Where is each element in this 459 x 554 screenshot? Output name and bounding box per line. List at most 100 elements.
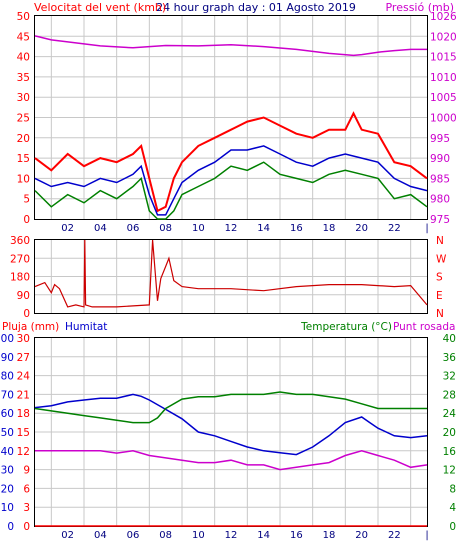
y-tick-label: 1015 [430, 52, 457, 64]
y-tick-label: 16 [443, 446, 457, 458]
y-tick-label: 9 [23, 465, 30, 477]
x-tick-label: 12 [225, 530, 238, 541]
y-tick-label: 10 [17, 173, 30, 185]
rain-y-ticks: 0 3 6 9 12 15 18 21 24 27 30 [17, 333, 31, 533]
humidity-y-ticks: 0 10 20 30 40 50 60 70 80 90 100 [0, 333, 14, 533]
y-tick-label: 995 [430, 133, 450, 145]
x-tick-label: 14 [257, 530, 270, 541]
temperature-axis-title: Temperatura (°C) [300, 321, 392, 333]
y-tick-label: 4 [449, 502, 456, 514]
y-tick-label: 32 [443, 371, 456, 383]
y-tick-label: 0 [23, 521, 30, 533]
series-line-vent-mitj- [34, 145, 428, 216]
rain-axis-title: Pluja (mm) [2, 321, 59, 333]
x-tick-label: 02 [61, 223, 74, 234]
x-tick-label: 06 [127, 530, 140, 541]
pressure-axis-title: Pressió (mb) [385, 1, 454, 14]
y-tick-label: 8 [449, 483, 456, 495]
x-tick-label: 16 [290, 223, 303, 234]
y-tick-label: 10 [1, 502, 14, 514]
y-tick-label: 0 [7, 521, 14, 533]
series-line-pressi- [34, 35, 427, 57]
y-tick-label: 985 [430, 173, 450, 185]
y-tick-label: 25 [17, 113, 30, 125]
y-tick-label: 21 [17, 389, 30, 401]
y-tick-label: 80 [1, 371, 14, 383]
y-tick-label: 20 [17, 133, 30, 145]
x-tick-label: 22 [388, 530, 401, 541]
x-tick-label: 02 [61, 530, 74, 541]
y-tick-label: 18 [17, 408, 30, 420]
x-tick-label: 04 [94, 223, 107, 234]
y-tick-label: 0 [23, 308, 30, 320]
series-line-temperatura [34, 391, 427, 424]
chart-title: 24 hour graph day : 01 Agosto 2019 [156, 1, 356, 14]
x-tick-label: 20 [355, 223, 368, 234]
series-lines [34, 35, 428, 220]
series-line-vent-m-nim [34, 161, 428, 220]
y-tick-label: 30 [17, 92, 30, 104]
y-tick-label: 15 [17, 153, 30, 165]
y-tick-label: 270 [10, 253, 30, 265]
x-tick-label: 06 [127, 223, 140, 234]
y-tick-label: 1005 [430, 92, 457, 104]
y-tick-label: 40 [443, 333, 456, 345]
series-line-humitat [34, 393, 428, 456]
y-tick-label: E [436, 290, 443, 302]
series-line-punt-rosada [35, 450, 428, 471]
degree-y-ticks: 0 90 180 270 360 [10, 235, 30, 320]
y-tick-label: 12 [443, 465, 456, 477]
y-tick-label: 45 [17, 31, 30, 43]
y-tick-label: 30 [1, 465, 14, 477]
y-tick-label: 100 [0, 333, 14, 345]
y-tick-label: 24 [443, 408, 457, 420]
gridlines [35, 338, 427, 526]
series-lines [34, 239, 428, 308]
y-tick-label: 15 [17, 427, 30, 439]
x-tick-label: 22 [388, 223, 401, 234]
y-tick-label: W [436, 253, 447, 265]
y-tick-label: S [436, 272, 443, 284]
x-tick-label: 10 [192, 223, 205, 234]
y-tick-label: 6 [23, 483, 30, 495]
x-tick-label: 12 [225, 223, 238, 234]
y-tick-label: N [436, 308, 444, 320]
y-tick-label: 30 [17, 333, 30, 345]
temperature-y-ticks: 0 4 8 12 16 20 24 28 32 36 40 [443, 333, 457, 533]
y-tick-label: 50 [1, 427, 14, 439]
x-tick-label: 14 [257, 223, 270, 234]
y-tick-label: 0 [449, 521, 456, 533]
series-line-direcci- [34, 239, 428, 308]
y-tick-label: 36 [443, 352, 457, 364]
y-tick-label: 50 [17, 11, 30, 23]
y-tick-label: 70 [1, 389, 14, 401]
y-tick-label: 24 [17, 371, 31, 383]
y-tick-label: 975 [430, 214, 450, 226]
x-axis-hour-ticks: 02 04 06 08 10 12 14 16 18 20 22 | [61, 223, 428, 234]
y-tick-label: 3 [23, 502, 30, 514]
x-tick-label: 08 [159, 530, 172, 541]
y-tick-label: 1020 [430, 31, 457, 43]
x-tick-label: 20 [355, 530, 368, 541]
series-line-r-fega [34, 111, 428, 213]
x-tick-label: 18 [323, 223, 336, 234]
y-tick-label: 990 [430, 153, 450, 165]
y-tick-label: 40 [1, 446, 14, 458]
y-tick-label: 60 [1, 408, 14, 420]
x-tick-label: | [425, 530, 428, 541]
wind-y-ticks: 0 5 10 15 20 25 30 35 40 45 50 [17, 11, 30, 226]
x-tick-label: | [425, 223, 428, 234]
x-tick-label: 18 [323, 530, 336, 541]
y-tick-label: 1000 [430, 113, 457, 125]
y-tick-label: N [436, 235, 444, 247]
x-tick-label: 04 [94, 530, 107, 541]
y-tick-label: 35 [17, 72, 30, 84]
y-tick-label: 90 [17, 290, 30, 302]
rain-humidity-temperature-chart: Pluja (mm) Humitat Temperatura (°C) Punt… [0, 321, 456, 533]
dewpoint-axis-title: Punt rosada [393, 321, 455, 333]
y-tick-label: 12 [17, 446, 30, 458]
x-tick-label: 16 [290, 530, 303, 541]
y-tick-label: 27 [17, 352, 30, 364]
